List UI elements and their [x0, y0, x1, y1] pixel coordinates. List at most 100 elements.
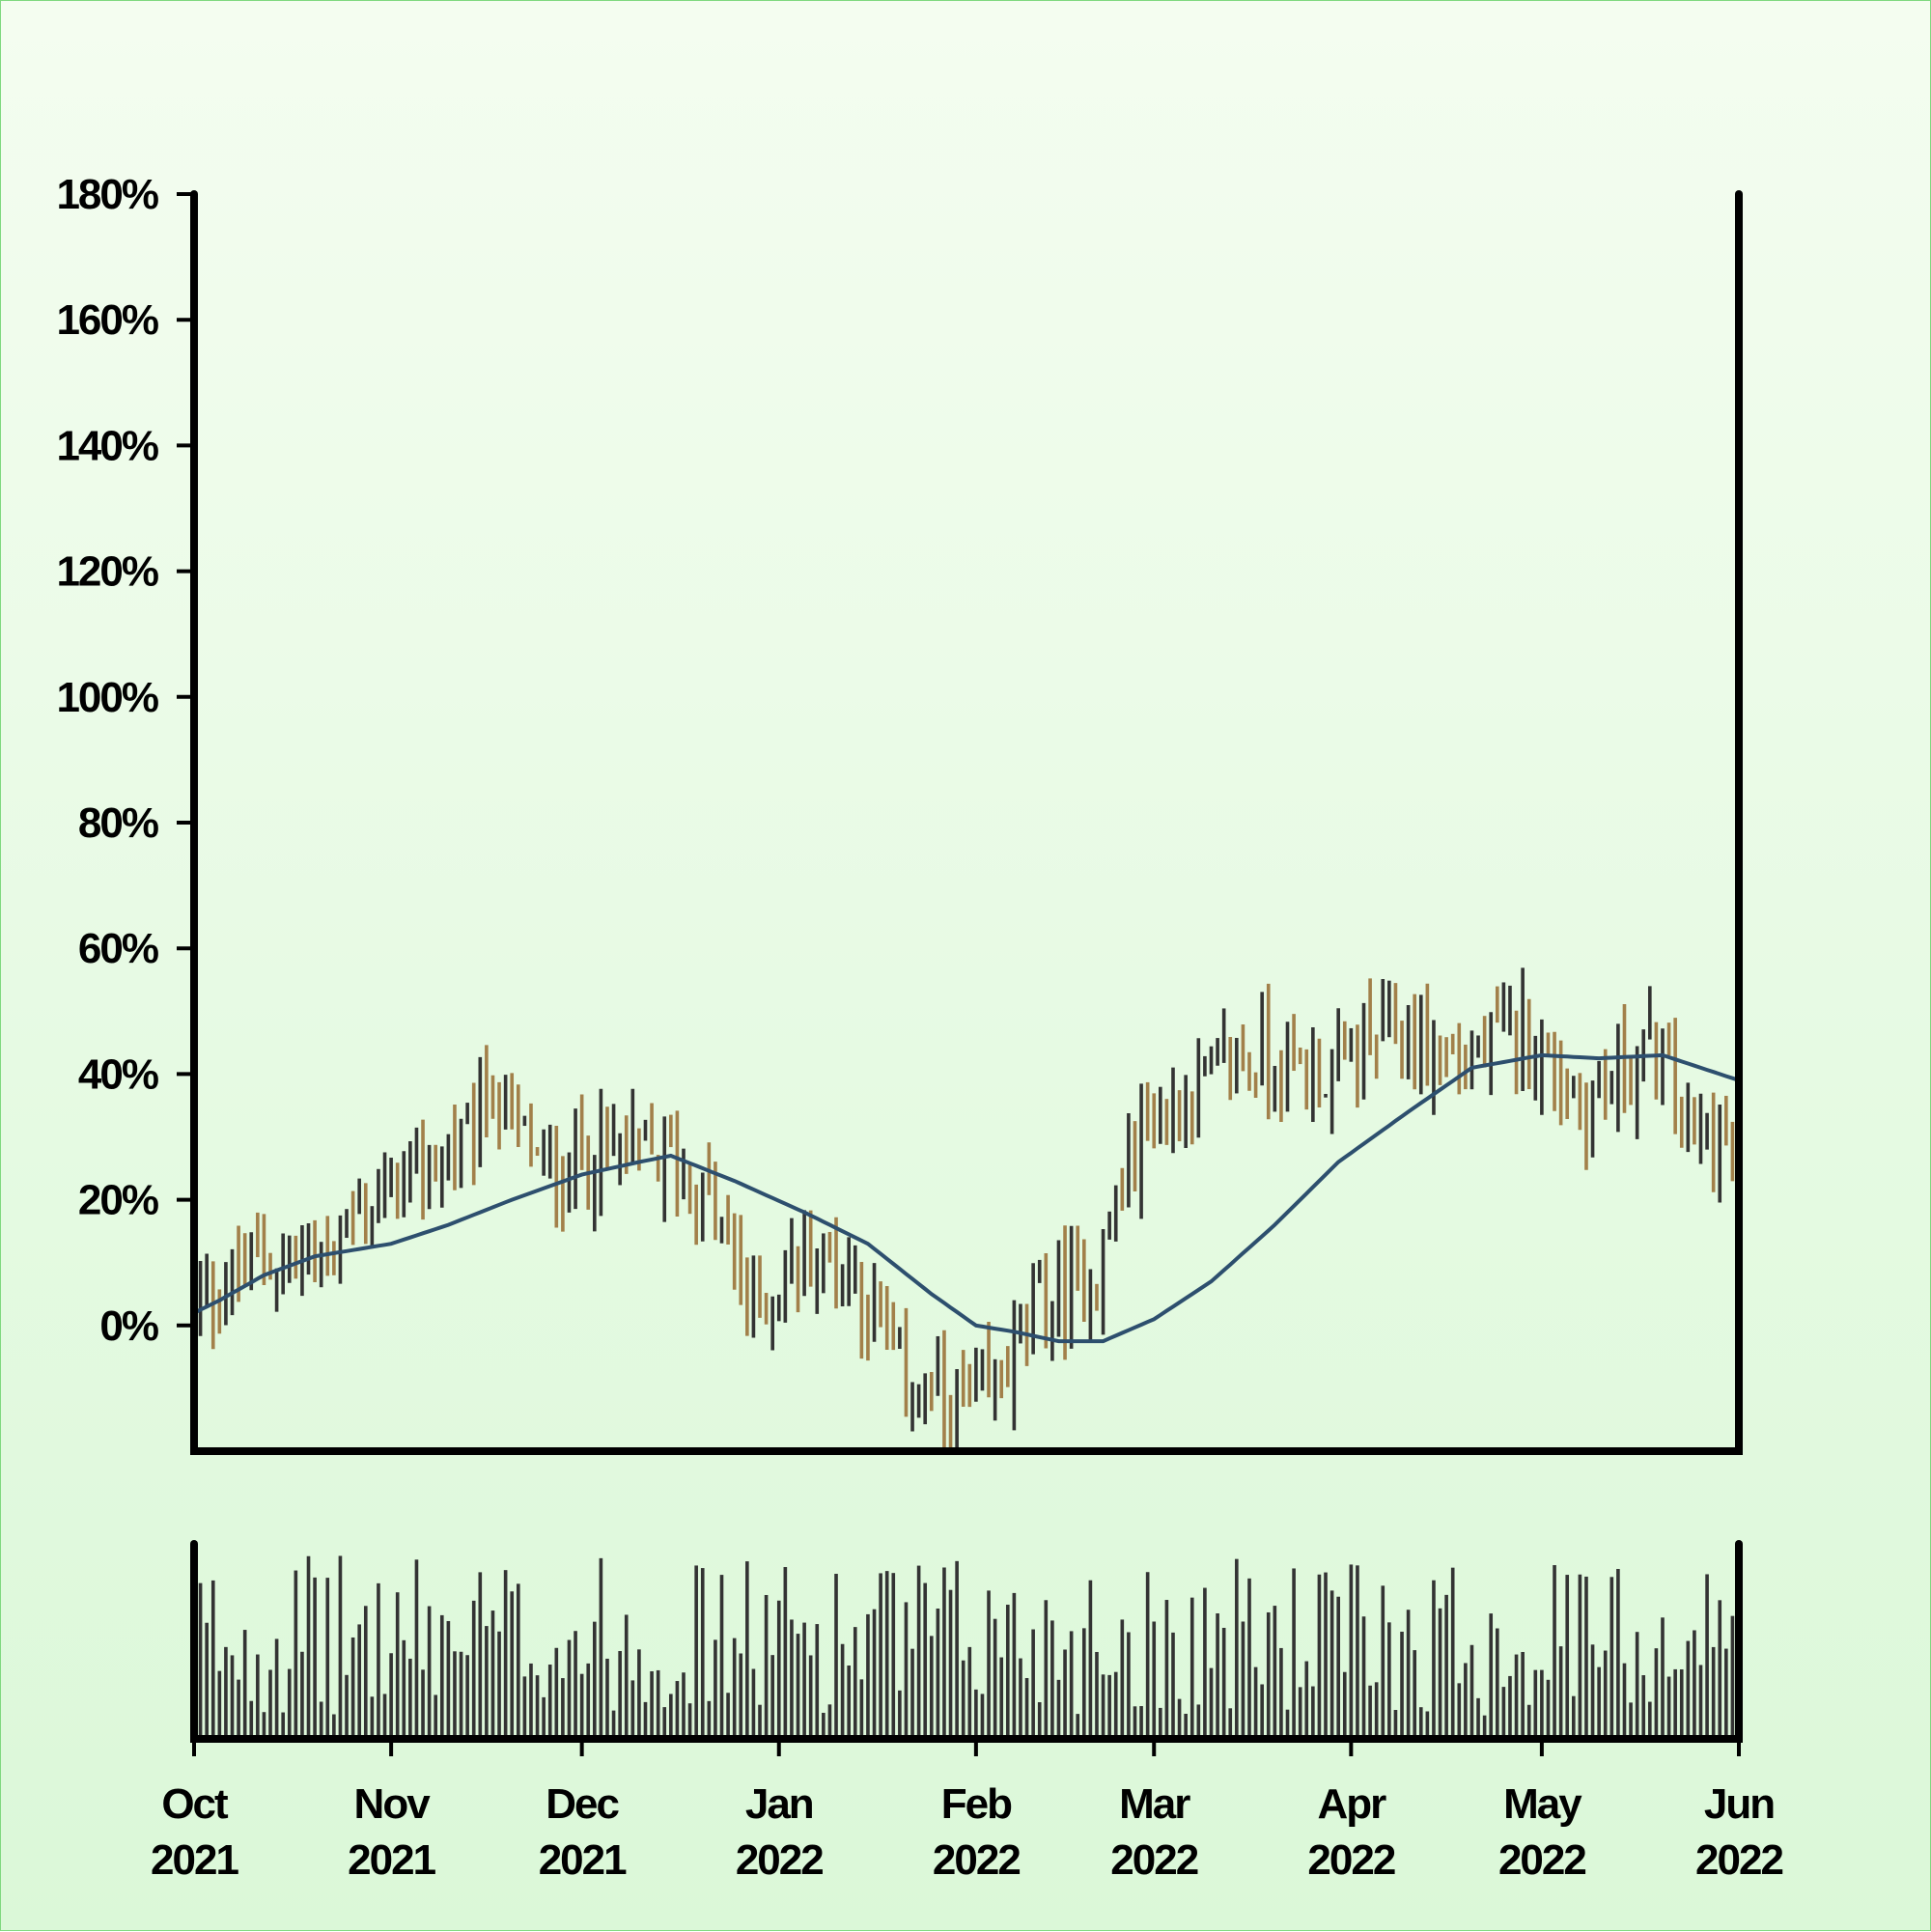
volume-bar: [1189, 1597, 1194, 1735]
volume-bar: [1349, 1564, 1354, 1735]
x-tick-month: May: [1503, 1780, 1582, 1828]
volume-bar: [1413, 1650, 1417, 1735]
volume-bar: [1120, 1619, 1125, 1735]
volume-bar: [783, 1567, 788, 1735]
volume-bar: [567, 1639, 572, 1735]
volume-bar: [485, 1626, 489, 1735]
volume-bar: [827, 1704, 832, 1735]
volume-bar: [1450, 1567, 1455, 1735]
volume-bar: [726, 1693, 730, 1735]
volume-bar: [1482, 1715, 1487, 1735]
y-tick-label: 160%: [56, 296, 157, 344]
volume-bar: [790, 1619, 794, 1735]
volume-bar: [382, 1694, 387, 1735]
volume-bar: [529, 1663, 533, 1735]
volume-bar: [325, 1578, 330, 1735]
volume-bar: [1164, 1600, 1169, 1735]
volume-bar: [1317, 1574, 1322, 1735]
volume-bar: [547, 1665, 552, 1735]
volume-bar: [510, 1591, 515, 1735]
x-tick-year: 2022: [1307, 1836, 1394, 1884]
volume-bar: [434, 1694, 438, 1735]
volume-bars: [192, 1555, 1741, 1735]
volume-bar: [694, 1565, 698, 1735]
x-tick-year: 2021: [151, 1836, 238, 1884]
volume-bar: [840, 1643, 845, 1735]
volume-bar: [815, 1624, 820, 1735]
volume-bar: [929, 1636, 934, 1735]
volume-bar: [377, 1582, 380, 1735]
price-bars: [192, 967, 1741, 1447]
volume-bar: [345, 1674, 349, 1735]
x-tick-month: Apr: [1317, 1780, 1386, 1828]
volume-bar: [1056, 1679, 1061, 1735]
volume-bar: [1113, 1671, 1118, 1735]
moving-average-line: [193, 1052, 1740, 1344]
volume-bar: [332, 1714, 336, 1735]
volume-bar: [408, 1658, 412, 1735]
volume-bar: [1666, 1676, 1671, 1735]
volume-bar: [1533, 1669, 1538, 1735]
volume-bar: [1425, 1711, 1430, 1735]
x-tick-month: Feb: [941, 1780, 1012, 1828]
volume-bar: [675, 1681, 680, 1735]
volume-bar: [739, 1653, 743, 1735]
volume-bar: [1609, 1577, 1614, 1735]
volume-bar: [522, 1676, 527, 1735]
volume-bar: [770, 1655, 774, 1735]
volume-bar: [1196, 1704, 1201, 1735]
volume-bar: [1152, 1621, 1157, 1735]
volume-bar: [687, 1703, 692, 1735]
y-tick-label: 180%: [56, 171, 157, 218]
volume-bar: [205, 1622, 209, 1735]
volume-bar: [1590, 1644, 1595, 1735]
volume-bar: [1724, 1648, 1728, 1735]
volume-bar: [1374, 1682, 1379, 1735]
volume-bar: [682, 1672, 686, 1735]
y-tick-label: 100%: [56, 674, 157, 721]
volume-bar: [1418, 1707, 1423, 1735]
volume-bar: [822, 1712, 826, 1735]
volume-bar: [294, 1570, 298, 1735]
volume-bar: [1571, 1695, 1576, 1735]
volume-bar: [1273, 1606, 1277, 1735]
volume-bar: [1438, 1608, 1442, 1735]
volume-bar: [1444, 1594, 1448, 1735]
x-tick-year: 2022: [1695, 1836, 1782, 1884]
volume-bar: [319, 1701, 323, 1735]
volume-bar: [948, 1589, 953, 1735]
volume-bar: [764, 1594, 769, 1735]
volume-bar: [1101, 1674, 1105, 1735]
y-tick-label: 40%: [78, 1050, 158, 1098]
volume-bar: [1597, 1666, 1601, 1735]
volume-bar: [1578, 1574, 1582, 1735]
volume-bar: [1693, 1630, 1696, 1735]
volume-bar: [910, 1648, 914, 1735]
volume-bar: [1622, 1663, 1627, 1735]
x-tick-month: Nov: [354, 1780, 432, 1828]
volume-bar: [859, 1679, 864, 1735]
volume-bar: [967, 1646, 972, 1735]
volume-bar: [1686, 1640, 1691, 1735]
volume-bar: [274, 1638, 279, 1735]
volume-bar: [1005, 1605, 1010, 1735]
volume-bar: [1031, 1629, 1035, 1735]
volume-bar: [891, 1573, 896, 1735]
volume-bar: [1095, 1651, 1099, 1735]
volume-bar: [714, 1639, 717, 1735]
volume-bar: [350, 1637, 355, 1735]
volume-bar: [593, 1621, 597, 1735]
volume-bar: [306, 1555, 311, 1735]
x-axis-ticks: Oct 2021 Nov 2021 Dec 2021 Jan 2022 Feb 2022 Mar 20…: [151, 1739, 1784, 1884]
volume-bar: [1012, 1592, 1017, 1735]
volume-bar: [535, 1675, 540, 1735]
volume-bar: [1489, 1613, 1494, 1735]
volume-bar: [942, 1567, 946, 1735]
volume-bar: [624, 1614, 629, 1735]
volume-bar: [1648, 1701, 1652, 1735]
volume-bar: [1177, 1698, 1182, 1735]
volume-bar: [1718, 1600, 1722, 1735]
volume-bar: [1076, 1714, 1080, 1735]
volume-bar: [834, 1574, 838, 1735]
volume-bar: [987, 1590, 991, 1735]
